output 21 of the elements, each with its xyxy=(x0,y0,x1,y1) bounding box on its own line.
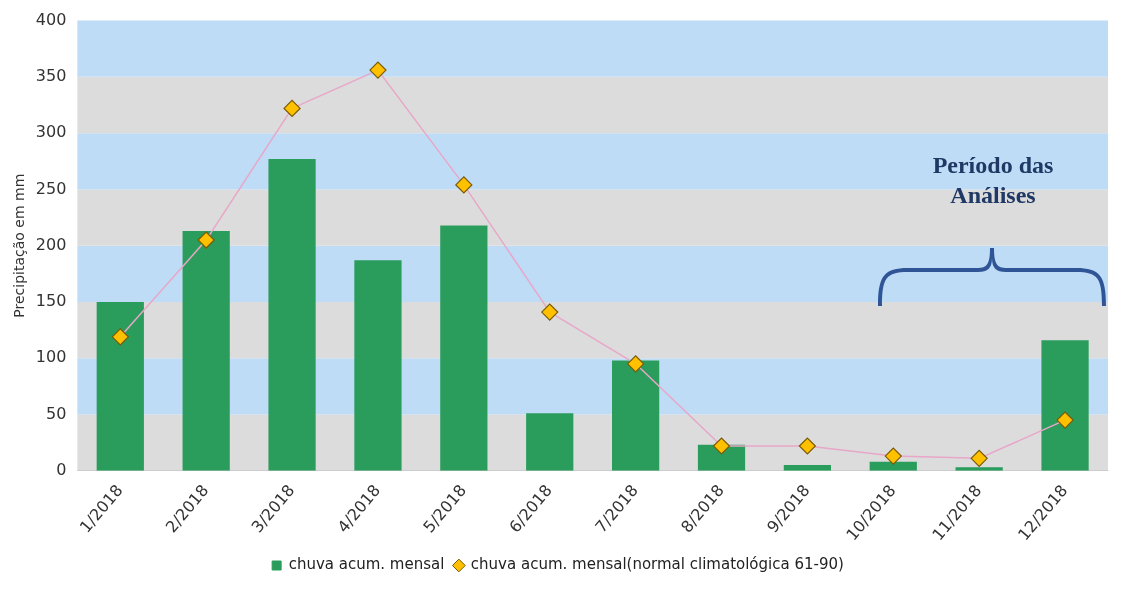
y-tick-label: 100 xyxy=(35,347,67,367)
bar xyxy=(354,260,402,471)
y-tick-label: 200 xyxy=(35,234,67,254)
y-tick-label: 400 xyxy=(35,9,67,29)
legend-label: chuva acum. mensal(normal climatológica 61-90) xyxy=(470,555,844,574)
legend-label: chuva acum. mensal xyxy=(288,555,445,574)
bar xyxy=(611,360,660,471)
bar xyxy=(526,413,574,471)
bar xyxy=(268,159,316,471)
y-tick-label: 300 xyxy=(35,122,67,142)
y-tick-label: 350 xyxy=(35,66,67,86)
bar xyxy=(440,225,488,471)
y-tick-label: 250 xyxy=(35,178,67,198)
bar xyxy=(182,231,230,471)
y-axis-title: Precipitação em mm xyxy=(11,173,28,318)
bar xyxy=(96,301,144,471)
y-tick-label: 50 xyxy=(45,403,67,423)
y-tick-label: 150 xyxy=(35,291,67,311)
annotation: Período das Análises xyxy=(931,151,1055,210)
y-tick-label: 0 xyxy=(56,459,67,479)
bar xyxy=(1041,340,1089,471)
